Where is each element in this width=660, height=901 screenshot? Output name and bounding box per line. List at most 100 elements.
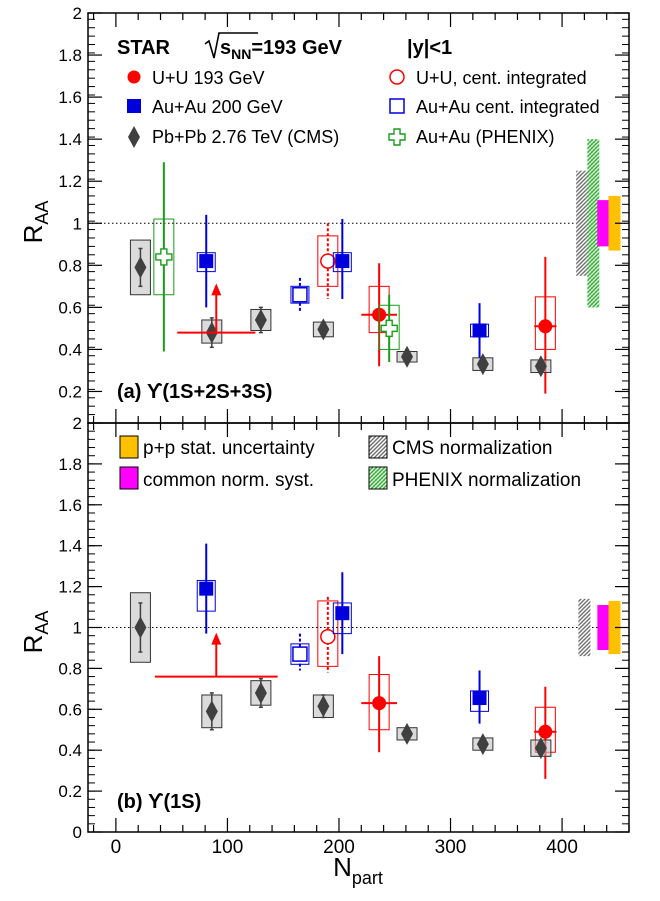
- legend-label-phenix: Au+Au (PHENIX): [416, 127, 555, 147]
- data-point-auau: [335, 606, 350, 621]
- panel-b-axes: 0 0.2 0.4 0.6 0.8 1 1.2 1.4 1.6 1.8 2: [58, 414, 630, 842]
- norm-box-common_norm: [597, 605, 610, 650]
- y-tick-label: 1.2: [58, 578, 82, 597]
- norm-box-cms_norm: [576, 170, 589, 276]
- data-point-auau: [472, 323, 487, 338]
- upper-limit-arrowhead: [211, 632, 222, 645]
- legend-marker-uu-int: [389, 69, 405, 85]
- data-point-pbpb: [401, 722, 414, 745]
- sqrt-sign: [204, 32, 258, 59]
- legend-header-star: STAR: [117, 37, 171, 59]
- data-point-auau: [199, 581, 214, 596]
- legend-header-energy: sNN=193 GeV: [220, 37, 343, 62]
- x-tick-label: 300: [435, 837, 467, 858]
- legend-swatch-pp-stat: [119, 435, 139, 459]
- legend-marker-pbpb: [128, 126, 140, 148]
- data-point-pbpb: [534, 355, 547, 378]
- data-point-uu-integrated: [320, 628, 336, 645]
- legend-header-rapidity: |y|<1: [407, 37, 452, 59]
- y-tick-label: 0.4: [58, 340, 82, 359]
- y-tick-label: 2: [73, 414, 82, 433]
- y-tick-label: 0.6: [58, 298, 82, 317]
- y-axis-title-bottom: RAA: [18, 611, 52, 654]
- data-point-pbpb: [134, 616, 147, 639]
- data-point-auau: [335, 254, 350, 269]
- data-point-uu-integrated: [320, 253, 336, 269]
- data-point-auau: [472, 691, 487, 706]
- y-tick-label: 1.4: [58, 130, 82, 149]
- data-point-pbpb: [476, 733, 489, 756]
- legend-label-auau: Au+Au 200 GeV: [152, 97, 283, 117]
- y-tick-label: 0.8: [58, 256, 82, 275]
- data-point-pbpb: [254, 308, 267, 331]
- data-point-auau-integrated: [292, 646, 308, 662]
- y-tick-label: 1.8: [58, 46, 82, 65]
- legend-header: STAR sNN=193 GeV |y|<1: [117, 32, 452, 62]
- norm-box-common_norm: [597, 200, 610, 247]
- panel-b-label: (b) ϒ(1S): [117, 791, 201, 813]
- panel-a: 0.2 0.4 0.6 0.8 1 1.2 1.4 1.6 1.8 2: [58, 4, 630, 424]
- panel-a-marks: [88, 139, 629, 394]
- legend-marker-phenix: [388, 128, 406, 146]
- data-point-auau: [199, 254, 214, 269]
- legend-label-pp-stat: p+p stat. uncertainty: [143, 438, 315, 459]
- data-point-pbpb: [401, 345, 414, 368]
- data-point-pbpb: [317, 318, 330, 341]
- x-tick-label: 400: [546, 837, 578, 858]
- data-point-phenix: [380, 319, 398, 338]
- legend-top: U+U 193 GeV Au+Au 200 GeV Pb+Pb 2.76 TeV…: [127, 68, 600, 148]
- x-tick-label: 100: [212, 837, 244, 858]
- y-tick-label: 1.2: [58, 172, 82, 191]
- data-point-pbpb: [134, 256, 147, 279]
- y-tick-label: 0.2: [58, 382, 82, 401]
- x-tick-label: 0: [111, 837, 122, 858]
- data-point-auau-integrated: [292, 286, 308, 303]
- legend-label-cms-norm: CMS normalization: [392, 438, 553, 459]
- y-tick-label: 1.8: [58, 455, 82, 474]
- legend-label-uu-int: U+U, cent. integrated: [416, 68, 587, 88]
- legend-marker-uu: [127, 70, 141, 84]
- data-point-uu: [538, 724, 553, 739]
- panel-a-label: (a) ϒ(1S+2S+3S): [117, 381, 272, 403]
- data-point-pbpb: [534, 737, 547, 760]
- norm-box-cms_norm: [578, 598, 591, 657]
- y-tick-label: 0.2: [58, 782, 82, 801]
- legend-marker-auau-int: [389, 98, 405, 114]
- y-tick-label: 0.6: [58, 700, 82, 719]
- y-tick-label: 1.6: [58, 88, 82, 107]
- legend-label-common-norm: common norm. syst.: [143, 470, 314, 491]
- norm-box-pp_stat: [608, 600, 621, 655]
- data-point-phenix: [155, 248, 173, 266]
- legend-swatch-cms-norm: [368, 435, 388, 459]
- legend-label-uu: U+U 193 GeV: [152, 68, 265, 88]
- legend-label-phenix-norm: PHENIX normalization: [392, 470, 581, 491]
- legend-bottom: p+p stat. uncertainty common norm. syst.…: [119, 435, 581, 491]
- x-axis-title: Npart: [333, 852, 383, 888]
- data-point-uu: [372, 696, 387, 711]
- x-tick-labels: 0 100 200 300 400: [111, 837, 578, 858]
- upper-limit-arrowhead: [211, 283, 222, 296]
- data-point-pbpb: [205, 700, 218, 723]
- y-tick-label: 1.4: [58, 537, 82, 556]
- legend-marker-auau: [127, 99, 141, 113]
- panel-a-axes: 0.2 0.4 0.6 0.8 1 1.2 1.4 1.6 1.8 2: [58, 4, 630, 424]
- norm-box-phenix_norm: [587, 139, 600, 308]
- data-point-pbpb: [317, 695, 330, 718]
- norm-box-pp_stat: [608, 195, 621, 251]
- legend-swatch-common-norm: [119, 466, 139, 490]
- legend-label-auau-int: Au+Au cent. integrated: [416, 97, 600, 117]
- y-tick-label: 1: [73, 214, 82, 233]
- legend-swatch-phenix-norm: [368, 466, 388, 490]
- data-point-uu: [538, 319, 553, 334]
- panel-b-marks: [88, 543, 629, 779]
- data-point-pbpb: [254, 681, 267, 704]
- y-tick-label: 1: [73, 619, 82, 638]
- y-tick-label: 0.4: [58, 741, 82, 760]
- panel-b: 0 0.2 0.4 0.6 0.8 1 1.2 1.4 1.6 1.8 2: [58, 414, 630, 842]
- y-axis-title-top: RAA: [18, 201, 52, 244]
- y-tick-label: 1.6: [58, 496, 82, 515]
- y-tick-label: 0: [73, 823, 82, 842]
- y-tick-label: 2: [73, 4, 82, 23]
- legend-label-pbpb: Pb+Pb 2.76 TeV (CMS): [152, 127, 339, 147]
